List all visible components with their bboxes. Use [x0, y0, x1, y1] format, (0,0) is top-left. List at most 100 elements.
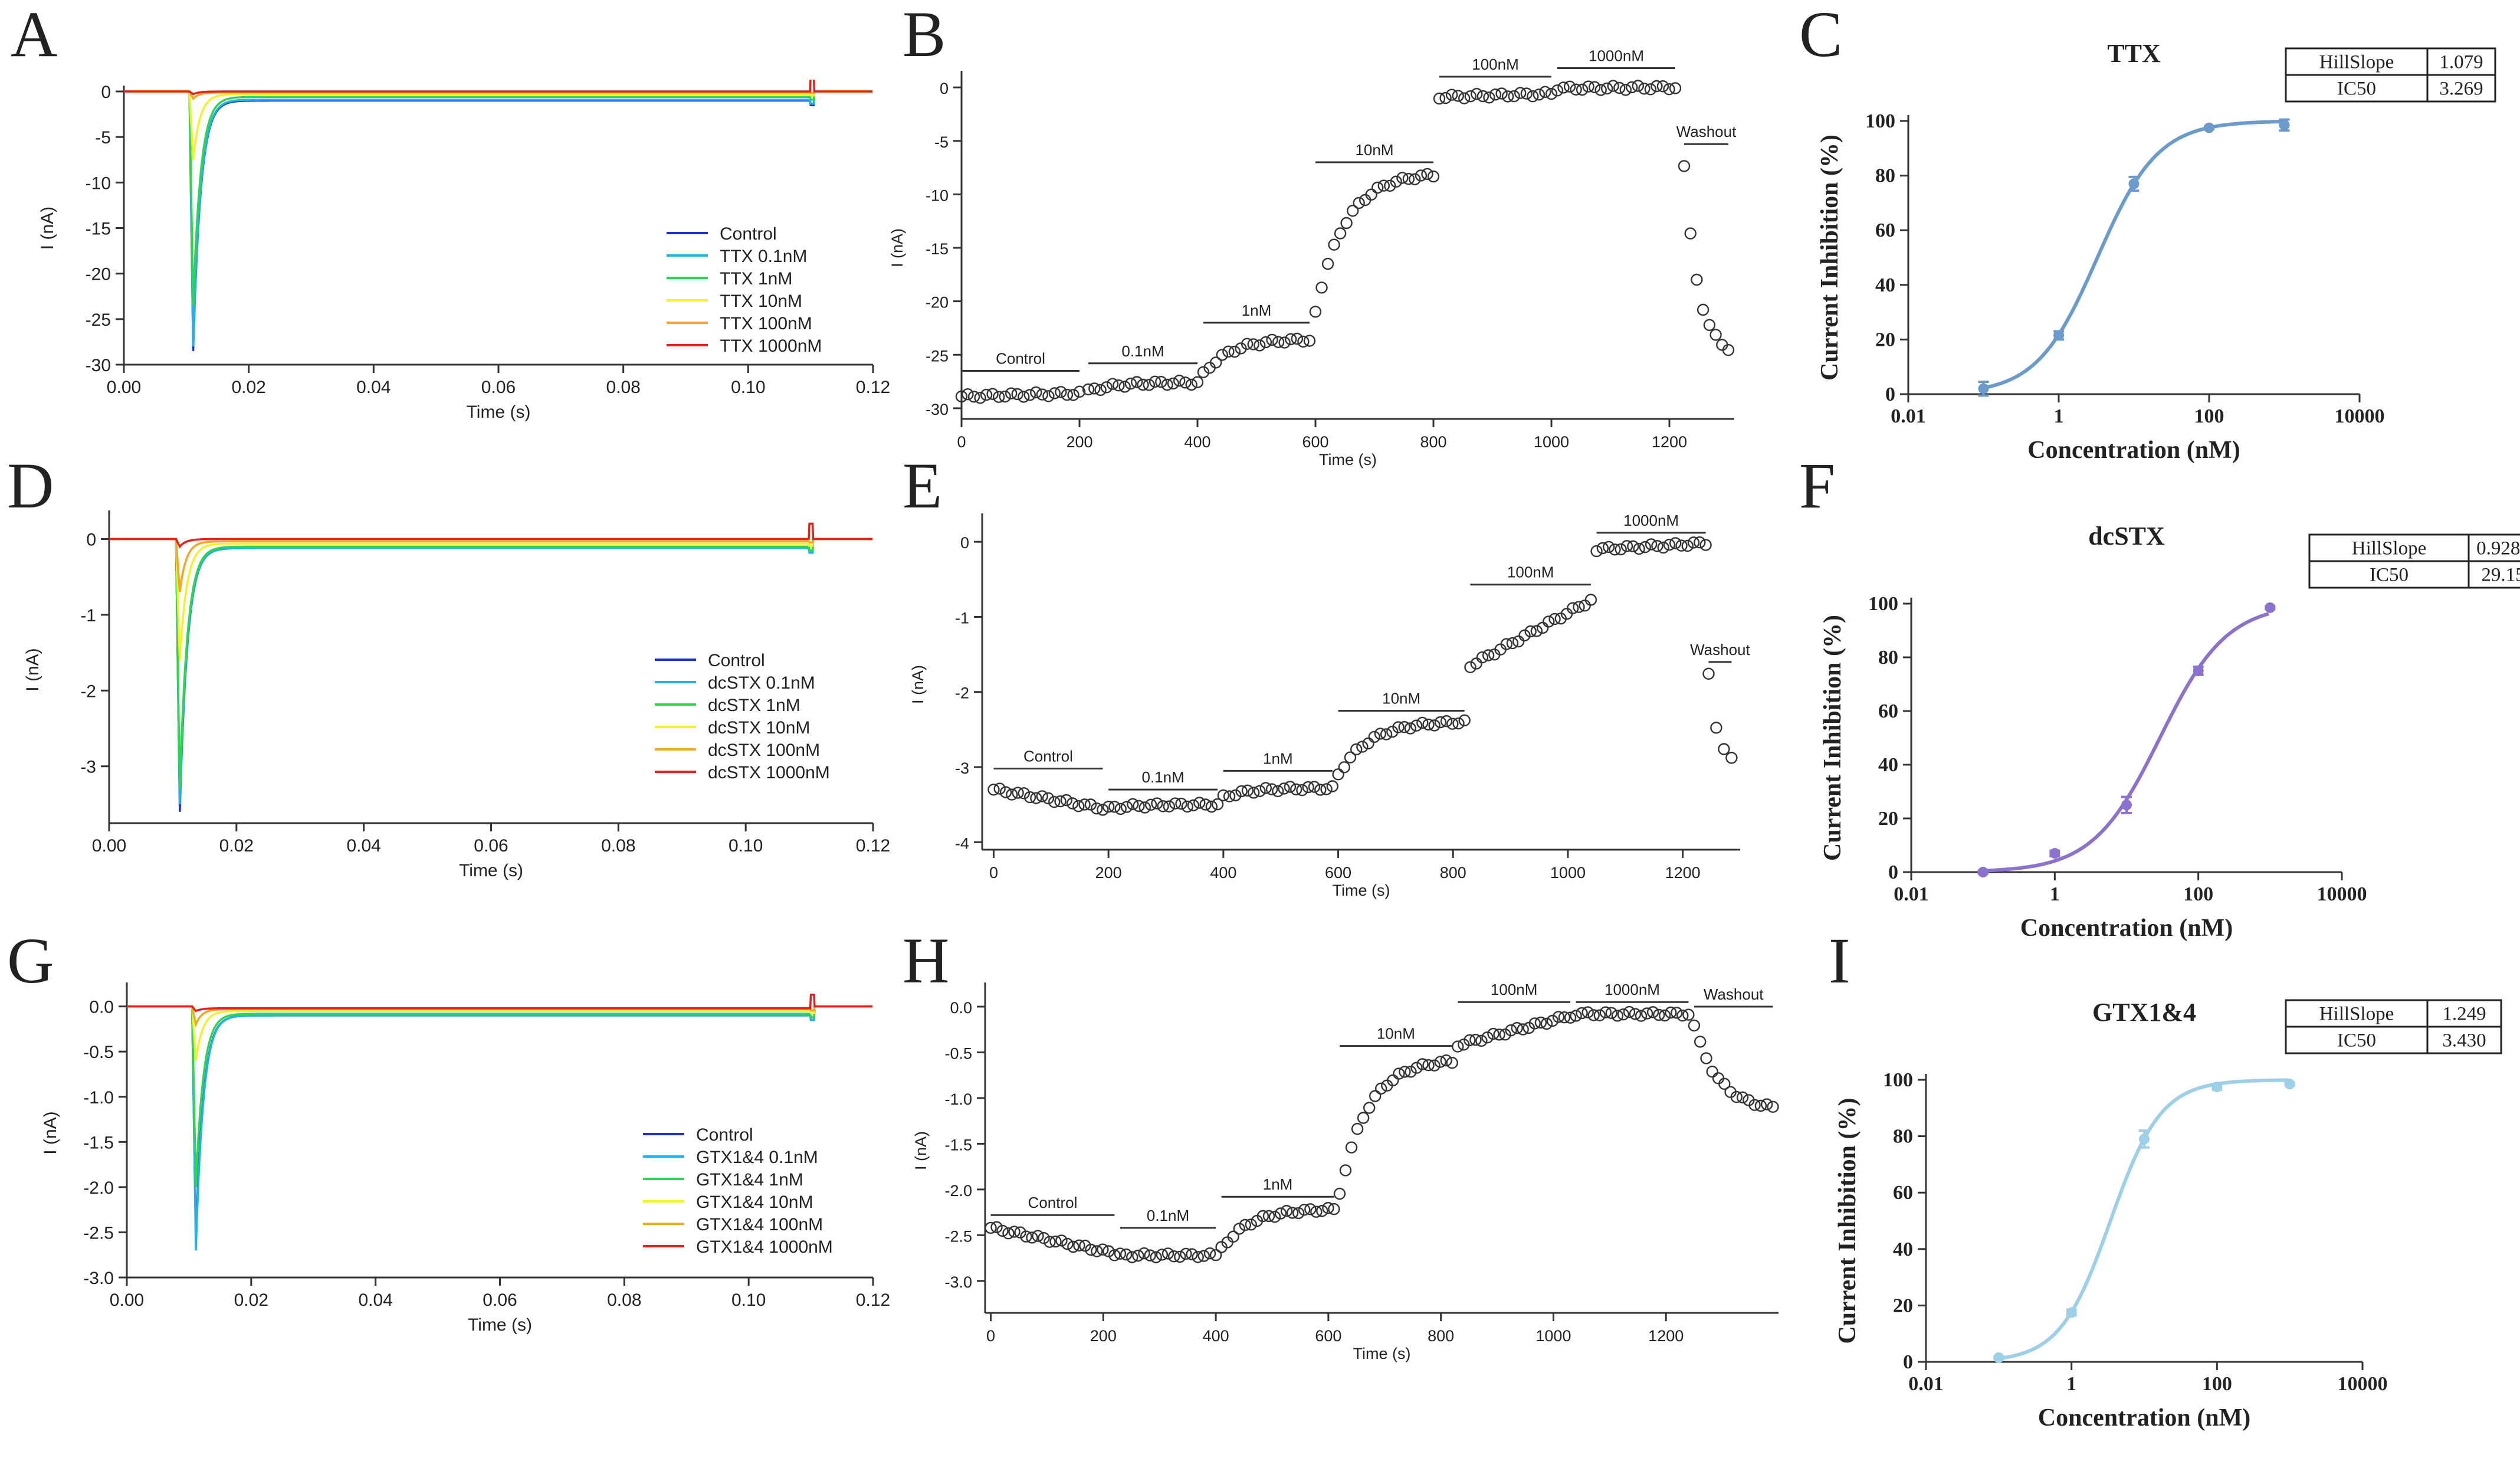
- y-tick-label: -5: [95, 128, 111, 148]
- table-param-value: 1.249: [2442, 1003, 2486, 1024]
- data-point: [1399, 1066, 1411, 1078]
- data-point: [1594, 84, 1607, 96]
- data-point: [1657, 541, 1669, 554]
- data-point: [1609, 543, 1621, 556]
- legend-label: dcSTX 1nM: [708, 696, 800, 715]
- y-tick-label: 0: [940, 80, 949, 97]
- trace-line-5: [127, 993, 872, 1013]
- data-point: [1179, 376, 1192, 389]
- data-point: [1623, 1005, 1636, 1018]
- data-point: [1296, 784, 1308, 797]
- x-tick-label: 0: [986, 1327, 995, 1345]
- data-point: [967, 391, 980, 403]
- data-point: [1138, 801, 1151, 814]
- condition-label: 0.1nM: [1142, 768, 1184, 786]
- condition-label: Control: [996, 349, 1045, 367]
- data-point: [1030, 792, 1042, 804]
- data-point: [1278, 336, 1291, 349]
- data-point: [1596, 542, 1609, 555]
- y-tick-label: 40: [1878, 754, 1898, 776]
- chart-panel-i: 0.01 1 100 10000 0 20 40 60 80 100 Concentration (…: [1834, 998, 2502, 1431]
- data-point: [1169, 797, 1182, 810]
- data-point: [1082, 383, 1095, 396]
- y-tick-label: 60: [1875, 220, 1895, 241]
- data-point: [1054, 795, 1067, 808]
- x-tick-label: 800: [1420, 433, 1446, 451]
- x-tick-label: 0.10: [731, 1290, 766, 1310]
- data-point: [1316, 1204, 1328, 1217]
- data-point: [1292, 1207, 1305, 1220]
- data-point: [1452, 717, 1465, 730]
- data-point: [1155, 376, 1167, 388]
- legend-label: Control: [696, 1125, 753, 1145]
- data-point: [1362, 737, 1374, 750]
- data-point: [1340, 217, 1353, 230]
- data-point: [1100, 381, 1113, 394]
- data-point: [1384, 179, 1396, 192]
- data-point: [1566, 602, 1579, 614]
- y-tick-label: 0: [1903, 1351, 1913, 1373]
- x-tick-label: 200: [1090, 1327, 1117, 1345]
- data-point: [1280, 1204, 1293, 1217]
- y-tick-label: -2: [955, 684, 969, 702]
- data-point: [974, 392, 986, 404]
- panel-letter-c: C: [1799, 0, 1842, 70]
- x-tick-label: 0.12: [856, 1290, 890, 1310]
- data-point: [1073, 385, 1086, 398]
- y-axis-label: Current Inhibition (%): [1834, 1098, 1861, 1344]
- data-point: [1228, 345, 1241, 358]
- data-point: [1032, 1230, 1044, 1242]
- legend-label: TTX 100nM: [720, 314, 812, 333]
- panel-letter-i: I: [1829, 925, 1850, 997]
- data-point: [1632, 80, 1645, 92]
- data-point: [1663, 83, 1675, 96]
- data-point: [1241, 784, 1254, 797]
- legend-label: TTX 1nM: [720, 269, 792, 289]
- x-tick-label: 10000: [2317, 883, 2367, 905]
- y-tick-label: -4: [955, 834, 969, 852]
- x-tick-label: 0.00: [107, 378, 141, 397]
- x-tick-label: 400: [1203, 1327, 1229, 1345]
- x-tick-label: 0.04: [358, 1290, 392, 1310]
- table-param-value: 29.15: [2481, 564, 2520, 585]
- x-tick-label: 0.12: [856, 378, 890, 397]
- data-point: [1108, 1249, 1121, 1262]
- data-point: [1718, 1077, 1731, 1090]
- x-tick-label: 0.10: [729, 836, 763, 856]
- legend-label: GTX1&4 100nM: [696, 1215, 823, 1234]
- x-axis-label: Concentration (nM): [2020, 915, 2233, 942]
- y-tick-label: -2.0: [83, 1178, 114, 1198]
- y-tick-label: 80: [1893, 1126, 1913, 1148]
- data-point: [1626, 81, 1638, 94]
- data-point: [1482, 649, 1495, 661]
- data-point: [1421, 168, 1433, 181]
- data-point: [990, 1221, 1003, 1233]
- data-point: [2211, 1081, 2223, 1092]
- data-point: [1272, 336, 1285, 348]
- x-tick-label: 1200: [1665, 864, 1701, 882]
- data-point: [1151, 797, 1163, 810]
- data-point: [1211, 798, 1224, 811]
- data-point: [1481, 1031, 1494, 1044]
- data-point: [1042, 792, 1055, 805]
- data-point: [1245, 1218, 1258, 1231]
- data-point: [1265, 783, 1278, 795]
- data-point: [1284, 781, 1297, 793]
- data-point: [1304, 1203, 1317, 1216]
- data-point: [1469, 1033, 1482, 1046]
- data-point: [1274, 1207, 1287, 1220]
- chart-panel-f: 0.01 1 100 10000 0 20 40 60 80 100 Concentration (…: [1819, 522, 2520, 942]
- y-tick-label: 0: [1888, 861, 1898, 883]
- data-point: [1078, 798, 1091, 811]
- data-point: [980, 388, 993, 401]
- data-point: [1665, 1006, 1677, 1019]
- trace-line-1: [124, 90, 872, 347]
- data-point: [1409, 173, 1421, 185]
- chart-panel-b: 0 200 400 600 800 1000 1200 0 -5 -10 -15 -20 -25 -30 T…: [888, 47, 1737, 469]
- y-tick-label: -10: [86, 173, 111, 193]
- x-tick-label: 100: [2194, 405, 2224, 427]
- data-point: [1415, 169, 1428, 182]
- x-tick-label: 10000: [2338, 1373, 2388, 1395]
- y-tick-label: -3.0: [83, 1269, 114, 1288]
- data-point: [1088, 382, 1101, 395]
